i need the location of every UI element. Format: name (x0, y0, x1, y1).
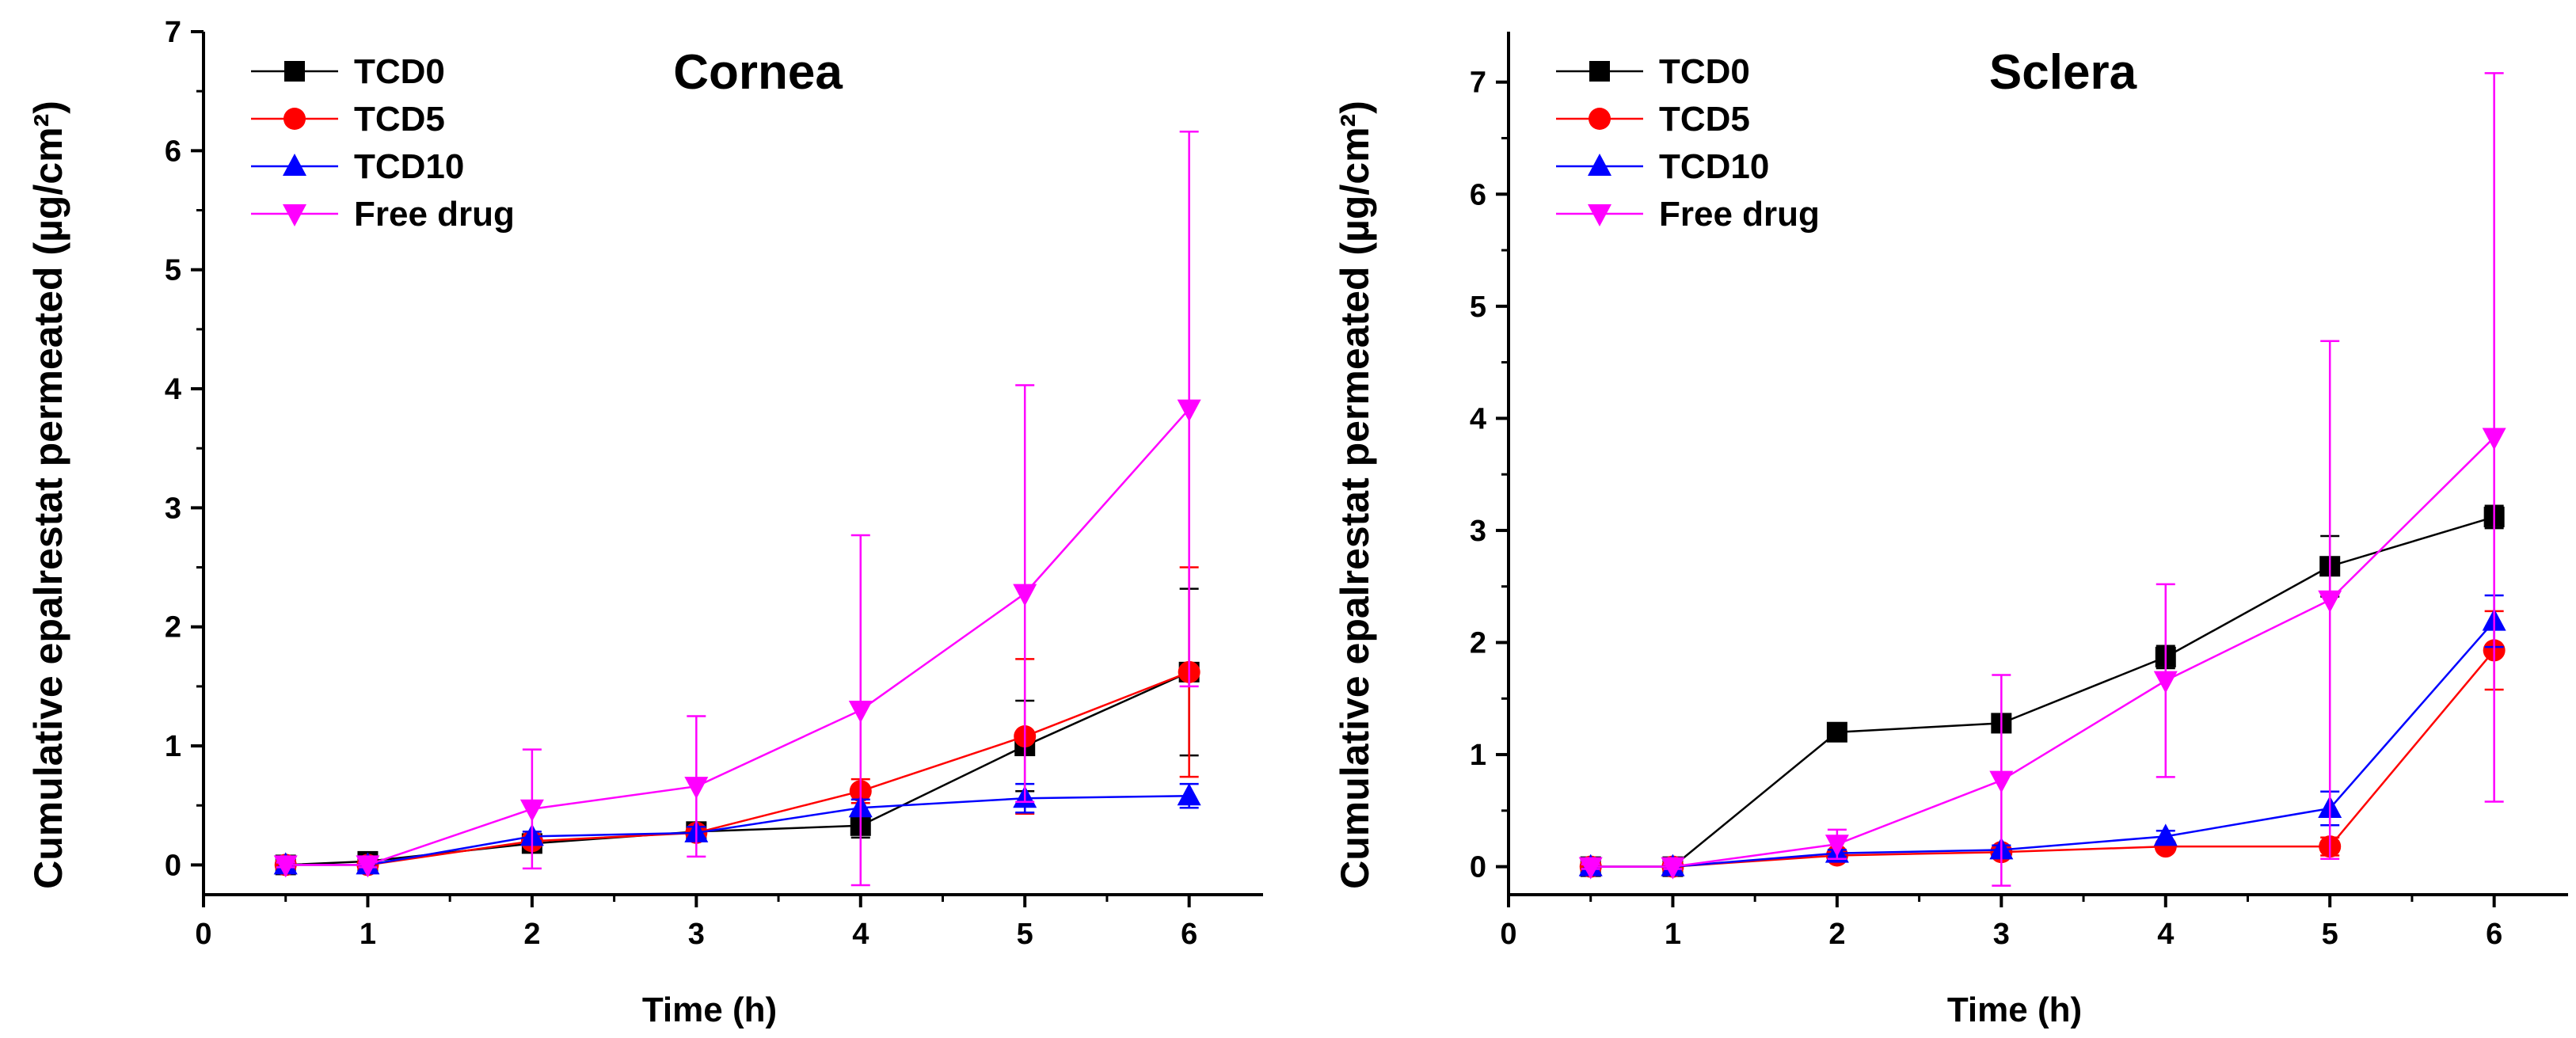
legend-marker (283, 154, 306, 176)
legend-item: TCD0 (1556, 52, 1750, 91)
y-tick-label: 4 (1470, 402, 1486, 435)
legend-label: TCD5 (354, 100, 445, 139)
x-axis-title: Time (h) (1947, 990, 2082, 1029)
legend-item: TCD5 (251, 100, 445, 139)
data-point (519, 799, 544, 822)
y-tick-label: 1 (165, 730, 181, 763)
series-free-drug (1578, 72, 2506, 887)
x-tick-label: 2 (1828, 918, 1845, 951)
data-point (1177, 783, 1201, 806)
legend-label: TCD0 (354, 52, 445, 91)
y-tick-label: 5 (165, 254, 181, 287)
series-line (285, 671, 1190, 866)
y-tick-label: 0 (1470, 851, 1486, 884)
legend-label: TCD10 (354, 147, 464, 186)
y-tick-label: 3 (1470, 515, 1486, 548)
data-point (1578, 857, 1603, 880)
series-free-drug (273, 131, 1201, 887)
y-tick-label: 7 (165, 16, 181, 49)
x-tick-label: 4 (852, 918, 869, 951)
data-point (2153, 823, 2178, 846)
x-tick-label: 0 (1500, 918, 1516, 951)
data-point (356, 855, 380, 878)
data-point (1661, 857, 1685, 880)
panel-title: Sclera (1989, 45, 2137, 100)
data-point (2318, 590, 2342, 613)
y-tick-label: 7 (1470, 67, 1486, 100)
y-tick-label: 5 (1470, 291, 1486, 324)
x-tick-label: 3 (1993, 918, 2010, 951)
x-tick-label: 5 (2322, 918, 2338, 951)
series-tcd5 (1579, 610, 2506, 878)
x-tick-label: 3 (688, 918, 705, 951)
legend-label: Free drug (1659, 195, 1820, 234)
legend-item: Free drug (251, 195, 515, 234)
legend-marker (1589, 108, 1611, 130)
y-axis-title: Cumulative epalrestat permeated (µg/cm²) (26, 101, 70, 889)
data-point (684, 777, 709, 800)
y-tick-label: 4 (165, 373, 181, 406)
data-point (273, 855, 298, 878)
legend-marker (283, 108, 306, 130)
y-tick-label: 3 (165, 492, 181, 525)
legend-label: TCD10 (1659, 147, 1769, 186)
x-tick-label: 6 (1181, 918, 1197, 951)
series-line (285, 671, 1190, 866)
legend-marker (1589, 61, 1610, 82)
y-tick-label: 2 (165, 611, 181, 644)
series-line (285, 408, 1190, 866)
legend-marker (1588, 154, 1611, 176)
cornea-chart: 0 1 2 3 4 5 6 0 1 2 3 4 5 6 7 Time (h) Cumulative epalre… (26, 16, 1263, 1029)
legend-item: TCD10 (251, 147, 464, 186)
data-point (1013, 584, 1037, 606)
y-tick-label: 0 (165, 849, 181, 882)
legend-marker (284, 61, 305, 82)
x-tick-label: 6 (2486, 918, 2502, 951)
legend-item: Free drug (1556, 195, 1820, 234)
data-point (1826, 721, 1847, 743)
series-line (1590, 515, 2495, 868)
x-tick-label: 1 (360, 918, 376, 951)
series-tcd10 (273, 782, 1201, 875)
x-tick-label: 5 (1017, 918, 1033, 951)
data-point (1177, 399, 1201, 422)
x-tick-label: 1 (1665, 918, 1681, 951)
data-point (848, 700, 873, 723)
panel-title: Cornea (673, 45, 843, 100)
series-line (1590, 649, 2495, 868)
data-point (1989, 770, 2014, 793)
legend-label: TCD0 (1659, 52, 1750, 91)
legend-item: TCD5 (1556, 100, 1750, 139)
legend-label: Free drug (354, 195, 515, 234)
y-tick-label: 2 (1470, 626, 1486, 660)
data-point (2482, 428, 2506, 451)
x-tick-label: 0 (195, 918, 211, 951)
x-tick-label: 2 (523, 918, 540, 951)
legend-label: TCD5 (1659, 100, 1750, 139)
legend-item: TCD10 (1556, 147, 1769, 186)
legend-marker (1588, 204, 1611, 226)
data-point (1825, 835, 1849, 857)
series-line (1590, 620, 2495, 868)
y-tick-label: 6 (1470, 178, 1486, 211)
y-axis-title: Cumulative epalrestat permeated (µg/cm²) (1333, 101, 1377, 889)
series-tcd0 (275, 587, 1200, 876)
y-tick-label: 1 (1470, 739, 1486, 772)
legend-marker (283, 204, 306, 226)
legend-item: TCD0 (251, 52, 445, 91)
sclera-chart: 0 1 2 3 4 5 6 0 1 2 3 4 5 6 7 Time (h) Cumulative epalre… (1333, 32, 2568, 1029)
x-axis-title: Time (h) (642, 990, 777, 1029)
series-line (1590, 436, 2495, 868)
y-tick-label: 6 (165, 135, 181, 168)
x-tick-label: 4 (2157, 918, 2174, 951)
series-tcd10 (1578, 594, 2506, 876)
series-tcd0 (1580, 504, 2505, 877)
data-point (2153, 671, 2178, 694)
